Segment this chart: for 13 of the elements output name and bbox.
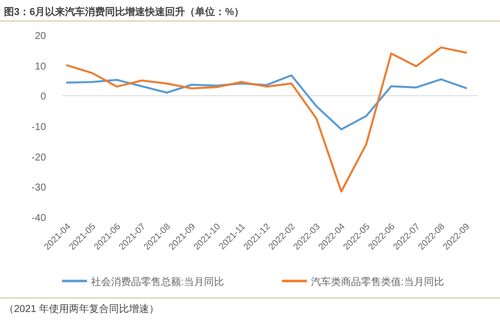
title: 图3：6月以来汽车消费同比增速快速回升（单位：%） [4,7,244,18]
legend-label: 汽车类商品零售类值:当月同比 [311,276,444,288]
legend-item: 汽车类商品零售类值:当月同比 [282,277,444,288]
ytick: 20 [34,31,46,42]
annotation: （2021 年使用两年复合同比增速） [4,304,160,315]
ytick: -40 [32,213,46,224]
ytick: 10 [34,61,46,72]
ytick: -20 [32,152,46,164]
ytick: 0 [40,92,46,103]
ytick: -10 [32,122,46,133]
legend-item: 社会消费品零售总额:当月同比 [62,277,224,288]
ytick: -30 [32,182,46,194]
legend-label: 社会消费品零售总额:当月同比 [91,276,224,288]
